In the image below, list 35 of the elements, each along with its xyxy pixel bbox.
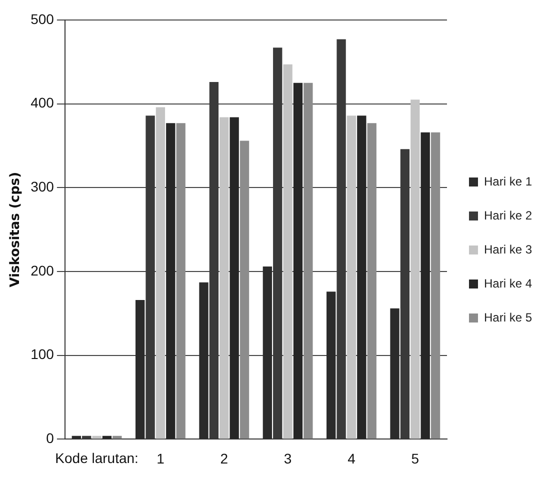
bar	[92, 436, 102, 439]
x-tick-label: 3	[284, 450, 292, 466]
bar	[430, 132, 440, 439]
legend-label: Hari ke 4	[484, 276, 532, 290]
bar	[156, 107, 166, 439]
x-tick-label: 1	[156, 450, 165, 466]
bar	[240, 140, 250, 439]
y-tick-label: 200	[30, 262, 54, 278]
x-axis-title: Kode larutan:	[55, 450, 138, 466]
bar	[304, 82, 313, 439]
y-tick-label: 400	[30, 94, 54, 111]
bar	[176, 123, 186, 439]
bar	[230, 117, 239, 439]
bar	[293, 82, 303, 439]
legend-label: Hari ke 5	[484, 310, 532, 324]
legend-label: Hari ke 1	[484, 174, 532, 188]
y-tick-label: 100	[30, 346, 54, 362]
y-axis-title: Viskositas (cps)	[8, 172, 24, 288]
bar	[410, 100, 420, 439]
y-tick-label: 0	[46, 430, 54, 446]
bar	[166, 123, 176, 439]
x-tick-label: 4	[348, 450, 356, 466]
bar	[346, 116, 356, 439]
y-tick-label: 300	[30, 178, 54, 195]
bar	[357, 116, 366, 439]
legend-label: Hari ke 3	[484, 242, 532, 256]
x-tick-label: 5	[411, 450, 420, 466]
x-tick-label: 2	[220, 450, 228, 466]
legend-label: Hari ke 2	[484, 208, 532, 222]
bar	[283, 64, 292, 439]
bar	[220, 117, 229, 439]
y-tick-label: 500	[30, 10, 54, 27]
bar	[112, 436, 122, 439]
bar	[420, 132, 430, 439]
bar	[367, 123, 376, 439]
